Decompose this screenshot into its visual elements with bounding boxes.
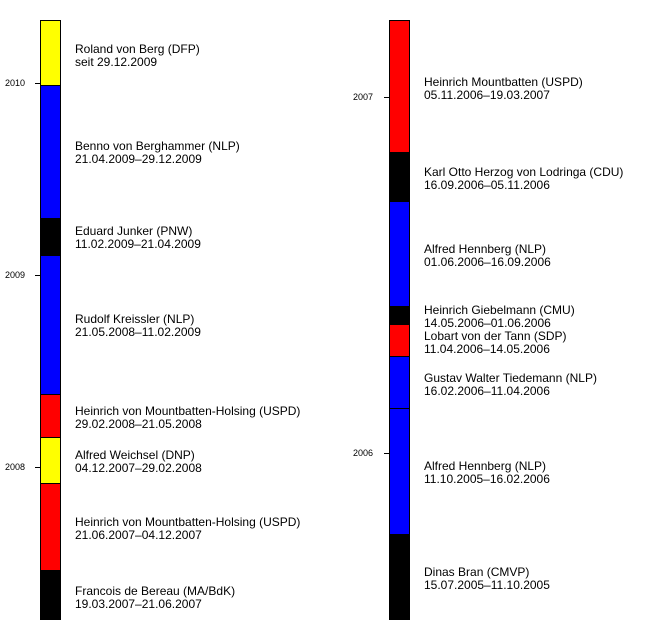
- term-dates: 16.02.2006–11.04.2006: [424, 384, 550, 398]
- term-bar: [389, 356, 410, 409]
- term-label: Benno von Berghammer (NLP) 21.04.2009–29…: [75, 140, 240, 166]
- term-bar: [389, 324, 410, 357]
- term-label: Alfred Hennberg (NLP) 01.06.2006–16.09.2…: [424, 243, 551, 269]
- term-label: Gustav Walter Tiedemann (NLP) 16.02.2006…: [424, 372, 597, 398]
- person-name: Francois de Bereau (MA/BdK): [75, 584, 236, 598]
- person-name: Dinas Bran (CMVP): [424, 565, 530, 579]
- term-bar: [389, 201, 410, 307]
- term-dates: 29.02.2008–21.05.2008: [75, 417, 202, 431]
- year-label: 2007: [353, 92, 374, 102]
- person-name: Heinrich von Mountbatten-Holsing (USPD): [75, 515, 301, 529]
- person-name: Alfred Hennberg (NLP): [424, 242, 547, 256]
- year-tick: [35, 83, 41, 84]
- person-name: Karl Otto Herzog von Lodringa (CDU): [424, 165, 624, 179]
- term-dates: 11.04.2006–14.05.2006: [424, 342, 550, 356]
- term-label: Eduard Junker (PNW) 11.02.2009–21.04.200…: [75, 225, 201, 251]
- term-dates: 11.10.2005–16.02.2006: [424, 472, 550, 486]
- person-name: Heinrich von Mountbatten-Holsing (USPD): [75, 404, 301, 418]
- term-label: Heinrich von Mountbatten-Holsing (USPD) …: [75, 405, 300, 431]
- term-bar: [40, 437, 61, 484]
- term-label: Rudolf Kreissler (NLP) 21.05.2008–11.02.…: [75, 313, 201, 339]
- year-label: 2006: [353, 448, 374, 458]
- term-dates: 15.07.2005–11.10.2005: [424, 578, 550, 592]
- term-bar: [389, 306, 410, 325]
- person-name: Lobart von der Tann (SDP): [424, 329, 567, 343]
- year-tick: [384, 97, 390, 98]
- term-label: Lobart von der Tann (SDP) 11.04.2006–14.…: [424, 330, 567, 356]
- term-bar: [389, 152, 410, 202]
- term-bar: [389, 534, 410, 620]
- term-bar: [40, 394, 61, 438]
- term-dates: seit 29.12.2009: [75, 55, 158, 69]
- term-dates: 19.03.2007–21.06.2007: [75, 597, 202, 611]
- term-bar: [40, 255, 61, 395]
- year-tick: [35, 275, 41, 276]
- year-label: 2008: [5, 462, 26, 472]
- term-dates: 01.06.2006–16.09.2006: [424, 255, 551, 269]
- person-name: Heinrich Mountbatten (USPD): [424, 75, 583, 89]
- year-tick: [384, 453, 390, 454]
- term-label: Heinrich von Mountbatten-Holsing (USPD) …: [75, 516, 300, 542]
- term-label: Francois de Bereau (MA/BdK) 19.03.2007–2…: [75, 585, 235, 611]
- term-label: Alfred Hennberg (NLP) 11.10.2005–16.02.2…: [424, 460, 550, 486]
- term-bar: [40, 20, 61, 86]
- person-name: Gustav Walter Tiedemann (NLP): [424, 371, 597, 385]
- term-dates: 21.04.2009–29.12.2009: [75, 152, 202, 166]
- term-dates: 11.02.2009–21.04.2009: [75, 237, 201, 251]
- person-name: Eduard Junker (PNW): [75, 224, 193, 238]
- year-tick: [35, 467, 41, 468]
- year-label: 2010: [5, 78, 26, 88]
- term-dates: 05.11.2006–19.03.2007: [424, 88, 550, 102]
- person-name: Roland von Berg (DFP): [75, 42, 200, 56]
- term-dates: 21.06.2007–04.12.2007: [75, 528, 202, 542]
- term-label: Roland von Berg (DFP) seit 29.12.2009: [75, 43, 200, 69]
- person-name: Benno von Berghammer (NLP): [75, 139, 240, 153]
- term-bar: [40, 85, 61, 219]
- person-name: Alfred Hennberg (NLP): [424, 459, 547, 473]
- term-dates: 14.05.2006–01.06.2006: [424, 316, 551, 330]
- term-bar: [389, 20, 410, 153]
- term-bar: [389, 408, 410, 535]
- term-label: Heinrich Giebelmann (CMU) 14.05.2006–01.…: [424, 304, 575, 330]
- term-dates: 21.05.2008–11.02.2009: [75, 325, 201, 339]
- term-bar: [40, 570, 61, 620]
- person-name: Rudolf Kreissler (NLP): [75, 312, 195, 326]
- term-dates: 16.09.2006–05.11.2006: [424, 178, 550, 192]
- person-name: Alfred Weichsel (DNP): [75, 448, 195, 462]
- term-label: Alfred Weichsel (DNP) 04.12.2007–29.02.2…: [75, 449, 202, 475]
- term-dates: 04.12.2007–29.02.2008: [75, 461, 202, 475]
- year-label: 2009: [5, 270, 26, 280]
- term-label: Heinrich Mountbatten (USPD) 05.11.2006–1…: [424, 76, 583, 102]
- term-bar: [40, 483, 61, 571]
- term-label: Dinas Bran (CMVP) 15.07.2005–11.10.2005: [424, 566, 550, 592]
- term-bar: [40, 218, 61, 256]
- term-label: Karl Otto Herzog von Lodringa (CDU) 16.0…: [424, 166, 623, 192]
- person-name: Heinrich Giebelmann (CMU): [424, 303, 575, 317]
